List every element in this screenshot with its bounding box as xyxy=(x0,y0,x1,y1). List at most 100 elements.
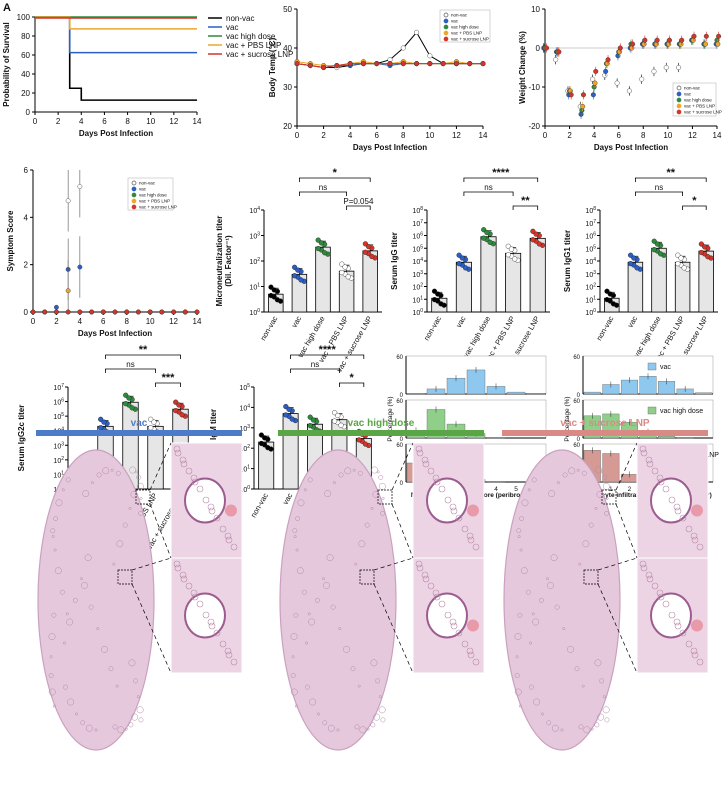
alveoli-texture xyxy=(80,720,86,726)
legend-label: vac + sucrose LNP xyxy=(226,50,293,59)
histogram-bar xyxy=(695,392,713,395)
alveoli-texture xyxy=(602,695,606,699)
alveoli-texture xyxy=(304,684,310,690)
alveoli-texture xyxy=(604,510,610,516)
x-tick-label: 0 xyxy=(33,117,38,126)
alveoli-texture xyxy=(117,726,125,734)
y-tick-label: 100 xyxy=(412,308,423,317)
data-point xyxy=(100,309,106,315)
alveoli-texture xyxy=(461,640,469,648)
alveoli-texture xyxy=(651,582,659,590)
significance-bracket xyxy=(463,191,514,196)
x-tick-label: 0 xyxy=(543,131,548,140)
y-tick-exp: 5 xyxy=(593,244,596,250)
alveoli-texture xyxy=(600,470,604,474)
data-point xyxy=(77,309,83,315)
alveoli-texture xyxy=(605,497,609,500)
data-point xyxy=(369,253,375,260)
alveoli-texture xyxy=(370,659,378,667)
data-point xyxy=(321,64,327,70)
alveoli-texture xyxy=(416,564,424,572)
significance-bracket xyxy=(299,191,347,196)
alveoli-texture xyxy=(639,445,647,453)
alveoli-texture xyxy=(602,474,608,480)
alveoli-texture xyxy=(122,522,128,528)
alveoli-texture xyxy=(588,522,594,528)
significance-label: ns xyxy=(126,360,134,369)
data-point xyxy=(294,61,300,67)
x-axis-label: Days Post Infection xyxy=(594,143,668,152)
data-point xyxy=(335,412,341,419)
y-tick-label: 105 xyxy=(412,244,423,253)
y-tick-exp: 3 xyxy=(257,232,260,238)
alveoli-texture xyxy=(639,560,647,568)
data-point xyxy=(366,244,372,250)
data-point xyxy=(258,440,265,447)
significance-label: **** xyxy=(492,167,510,179)
x-axis-label: Days Post Infection xyxy=(79,129,153,138)
legend-label: vac + PBS LNP xyxy=(451,31,482,36)
panel-letter: A xyxy=(3,2,11,14)
data-point xyxy=(487,239,493,245)
x-tick-label: vac xyxy=(626,314,640,329)
alveoli-texture xyxy=(415,445,423,453)
x-tick-label: 4 xyxy=(78,317,83,326)
data-point xyxy=(400,45,406,51)
alveoli-texture xyxy=(371,466,379,474)
alveoli-texture xyxy=(48,633,56,640)
alveoli-texture xyxy=(82,490,90,498)
y-tick-label: 108 xyxy=(585,206,596,215)
data-point xyxy=(505,252,511,258)
leader-line xyxy=(149,442,172,491)
leader-line xyxy=(391,503,414,559)
data-point xyxy=(295,267,301,273)
data-point xyxy=(605,57,611,63)
alveoli-texture xyxy=(54,567,62,575)
data-point xyxy=(136,309,141,315)
alveoli-texture xyxy=(556,481,560,485)
x-tick-label: 2 xyxy=(54,317,59,326)
alveoli-texture xyxy=(96,472,102,478)
legend-swatch xyxy=(676,91,682,97)
data-point xyxy=(698,249,705,256)
alveoli-texture xyxy=(307,612,311,616)
y-tick-label: -20 xyxy=(528,122,540,131)
alveoli-texture xyxy=(594,659,602,667)
y-tick-exp: 1 xyxy=(257,283,260,289)
alveoli-texture xyxy=(521,499,529,507)
significance-bracket xyxy=(290,354,365,359)
data-point xyxy=(634,265,640,271)
alveoli-texture xyxy=(646,460,654,468)
y-tick-label: 0 xyxy=(400,481,404,487)
y-tick-exp: 0 xyxy=(247,485,250,491)
legend-label: vac high dose xyxy=(684,98,712,103)
legend-label: vac high dose xyxy=(139,193,167,198)
legend-swatch xyxy=(676,85,682,91)
data-point xyxy=(179,412,185,418)
y-tick-label: 10 xyxy=(531,5,540,14)
data-point xyxy=(112,309,118,315)
alveoli-texture xyxy=(381,497,385,500)
alveoli-texture xyxy=(65,612,69,616)
y-tick-label: 60 xyxy=(573,399,580,405)
alveoli-texture xyxy=(378,706,386,714)
alveoli-texture xyxy=(519,516,525,522)
significance-label: *** xyxy=(162,372,176,384)
y-tick-exp: 2 xyxy=(247,444,250,450)
y-axis-label: Serum IgG titer xyxy=(390,232,399,290)
data-point xyxy=(283,412,289,418)
data-point xyxy=(639,76,645,82)
data-point xyxy=(374,61,380,67)
alveoli-texture xyxy=(449,503,457,511)
alveoli-texture xyxy=(80,577,84,581)
y-tick-exp: 4 xyxy=(247,403,250,409)
alveoli-texture xyxy=(224,647,232,655)
alveoli-texture xyxy=(581,684,585,688)
y-tick-exp: 2 xyxy=(593,283,596,289)
legend-label: vac xyxy=(660,364,671,371)
group-color-bar xyxy=(36,430,242,436)
alveoli-texture xyxy=(357,684,361,688)
data-point xyxy=(610,301,617,307)
y-tick-label: 103 xyxy=(249,232,260,241)
histogram-bar xyxy=(466,369,486,395)
